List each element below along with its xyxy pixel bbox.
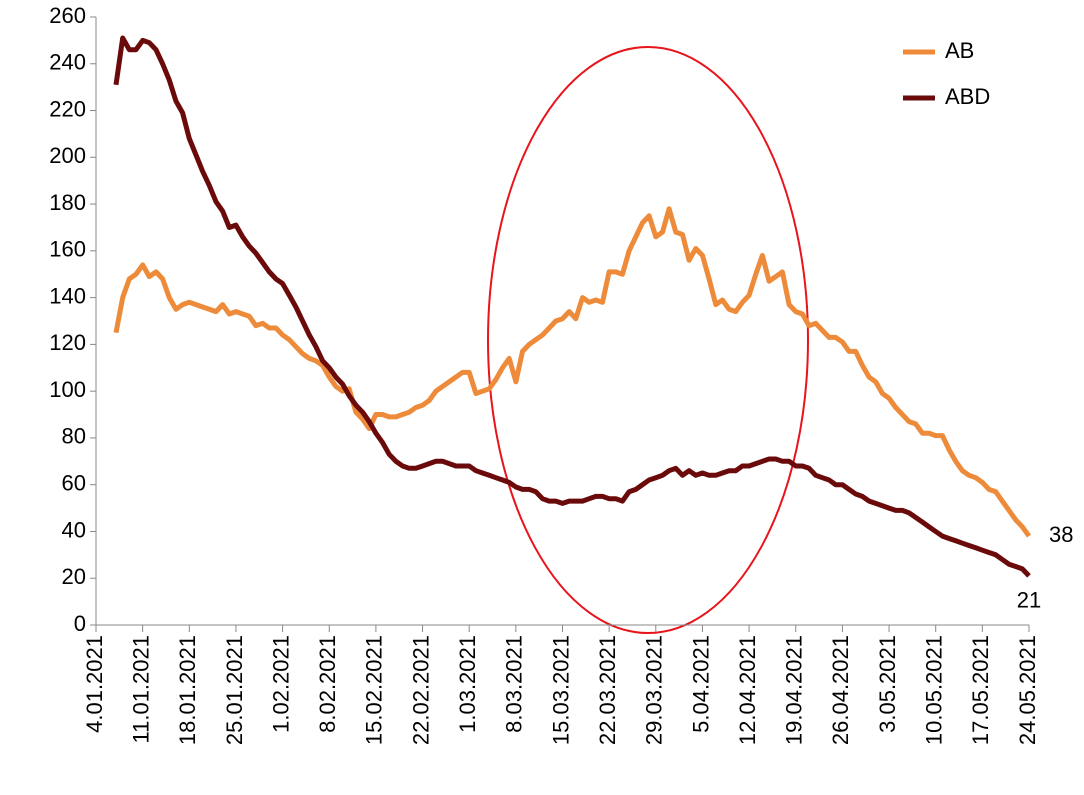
- x-tick-label: 22.02.2021: [408, 635, 433, 745]
- y-tick-label: 40: [62, 517, 86, 542]
- x-tick-label: 1.03.2021: [455, 635, 480, 733]
- x-tick-label: 5.04.2021: [688, 635, 713, 733]
- end-label: 38: [1049, 522, 1073, 547]
- x-tick-label: 4.01.2021: [82, 635, 107, 733]
- y-tick-label: 260: [49, 3, 86, 28]
- y-tick-label: 80: [62, 424, 86, 449]
- x-tick-label: 12.04.2021: [735, 635, 760, 745]
- x-tick-label: 25.01.2021: [222, 635, 247, 745]
- legend-label: AB: [945, 38, 974, 63]
- x-tick-label: 19.04.2021: [782, 635, 807, 745]
- y-tick-label: 160: [49, 237, 86, 262]
- x-tick-label: 1.02.2021: [268, 635, 293, 733]
- x-tick-label: 26.04.2021: [828, 635, 853, 745]
- y-tick-label: 120: [49, 330, 86, 355]
- y-tick-label: 100: [49, 377, 86, 402]
- y-tick-label: 200: [49, 143, 86, 168]
- x-tick-label: 15.02.2021: [362, 635, 387, 745]
- y-tick-label: 0: [74, 611, 86, 636]
- y-tick-label: 60: [62, 471, 86, 496]
- x-tick-label: 18.01.2021: [175, 635, 200, 745]
- x-tick-label: 8.03.2021: [502, 635, 527, 733]
- y-tick-label: 180: [49, 190, 86, 215]
- x-tick-label: 22.03.2021: [595, 635, 620, 745]
- highlight-ellipse: [487, 46, 809, 634]
- x-tick-label: 29.03.2021: [642, 635, 667, 745]
- x-tick-label: 10.05.2021: [922, 635, 947, 745]
- x-tick-label: 17.05.2021: [968, 635, 993, 745]
- y-tick-label: 220: [49, 96, 86, 121]
- end-label: 21: [1017, 588, 1041, 613]
- y-tick-label: 20: [62, 564, 86, 589]
- x-tick-label: 15.03.2021: [548, 635, 573, 745]
- x-tick-label: 24.05.2021: [1015, 635, 1040, 745]
- x-tick-label: 3.05.2021: [875, 635, 900, 733]
- x-tick-label: 8.02.2021: [315, 635, 340, 733]
- line-series: [113, 35, 1031, 578]
- y-tick-label: 240: [49, 50, 86, 75]
- line-series: [113, 206, 1032, 538]
- y-tick-label: 140: [49, 283, 86, 308]
- x-tick-label: 11.01.2021: [128, 635, 153, 743]
- legend-label: ABD: [945, 84, 990, 109]
